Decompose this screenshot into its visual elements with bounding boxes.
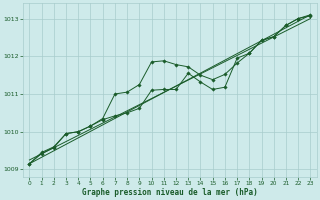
X-axis label: Graphe pression niveau de la mer (hPa): Graphe pression niveau de la mer (hPa) <box>82 188 258 197</box>
